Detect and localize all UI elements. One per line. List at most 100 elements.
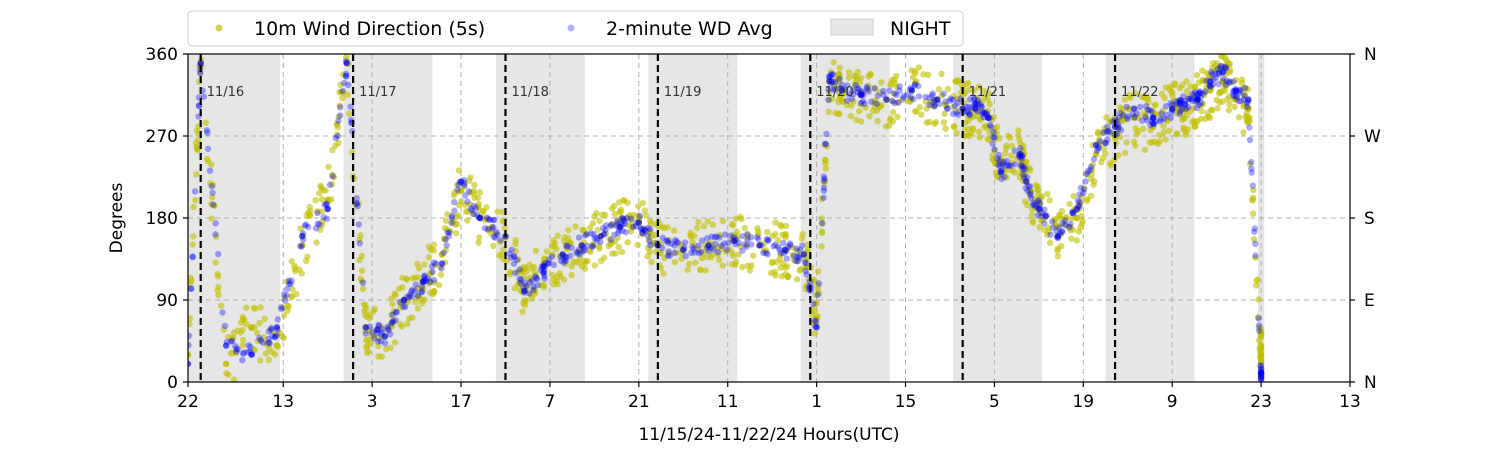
- data-point: [813, 324, 820, 331]
- scatter-point: [608, 221, 615, 228]
- scatter-point: [859, 92, 867, 99]
- scatter-point: [240, 349, 247, 357]
- scatter-point: [530, 286, 537, 293]
- scatter-point: [188, 277, 195, 284]
- scatter-point: [234, 346, 241, 353]
- scatter-point: [1241, 92, 1248, 99]
- scatter-point: [1017, 140, 1024, 147]
- scatter-point: [569, 258, 577, 265]
- data-point: [1149, 114, 1157, 121]
- scatter-point: [189, 253, 196, 261]
- data-point: [476, 214, 484, 222]
- scatter-point: [601, 231, 608, 238]
- scatter-point: [313, 239, 320, 246]
- scatter-point: [424, 275, 432, 282]
- x-tick-label: 22: [177, 392, 199, 412]
- legend-label-wind-direction: 10m Wind Direction (5s): [254, 18, 485, 40]
- scatter-point: [1102, 139, 1109, 147]
- scatter-point: [1132, 90, 1139, 97]
- scatter-point: [829, 70, 837, 78]
- scatter-point: [1061, 217, 1069, 224]
- scatter-point: [606, 235, 613, 242]
- scatter-point: [464, 208, 472, 215]
- scatter-point: [981, 109, 988, 117]
- scatter-point: [1048, 218, 1056, 225]
- scatter-point: [744, 231, 751, 239]
- scatter-point: [320, 214, 327, 221]
- scatter-point: [790, 256, 797, 264]
- scatter-point: [370, 331, 378, 339]
- scatter-point: [660, 270, 667, 277]
- scatter-point: [337, 88, 345, 96]
- y-axis-title: Degrees: [107, 182, 127, 253]
- scatter-point: [818, 220, 826, 227]
- scatter-point: [896, 87, 903, 94]
- scatter-point: [917, 111, 925, 118]
- scatter-point: [1235, 114, 1243, 121]
- scatter-point: [460, 177, 468, 184]
- scatter-point: [1211, 70, 1219, 78]
- scatter-point: [991, 134, 998, 141]
- scatter-point: [1243, 103, 1251, 111]
- scatter-point: [409, 275, 416, 282]
- scatter-point: [974, 94, 981, 102]
- scatter-point: [826, 77, 833, 85]
- scatter-point: [1106, 128, 1113, 136]
- scatter-point: [257, 304, 264, 311]
- scatter-point: [1104, 127, 1112, 135]
- scatter-point: [1065, 223, 1072, 231]
- scatter-point: [688, 249, 695, 257]
- scatter-point: [578, 263, 586, 270]
- scatter-point: [674, 239, 682, 246]
- scatter-point: [561, 256, 568, 263]
- scatter-point: [911, 81, 919, 88]
- scatter-point: [347, 103, 354, 110]
- scatter-point: [1126, 91, 1133, 99]
- scatter-point: [989, 134, 997, 141]
- scatter-point: [298, 243, 305, 250]
- scatter-point: [615, 243, 622, 251]
- scatter-point: [452, 230, 460, 237]
- scatter-point: [501, 225, 509, 232]
- scatter-point: [613, 218, 621, 225]
- scatter-point: [814, 291, 822, 299]
- scatter-point: [844, 82, 851, 89]
- scatter-point: [374, 326, 382, 334]
- scatter-point: [1058, 228, 1066, 235]
- scatter-point: [954, 111, 962, 118]
- scatter-point: [1125, 105, 1133, 113]
- scatter-point: [1009, 167, 1016, 174]
- scatter-point: [510, 252, 518, 260]
- scatter-point: [743, 241, 750, 249]
- scatter-point: [336, 102, 344, 109]
- scatter-point: [550, 237, 557, 244]
- scatter-point: [713, 233, 720, 240]
- scatter-point: [826, 77, 833, 85]
- scatter-point: [737, 243, 744, 250]
- scatter-point: [620, 217, 627, 224]
- scatter-point: [1249, 210, 1257, 217]
- scatter-point: [1121, 96, 1129, 103]
- scatter-point: [422, 277, 430, 284]
- scatter-point: [445, 232, 453, 240]
- scatter-point: [944, 105, 951, 112]
- scatter-point: [239, 342, 246, 349]
- scatter-point: [228, 337, 236, 345]
- scatter-point: [1212, 74, 1220, 82]
- scatter-point: [725, 239, 732, 246]
- data-point: [1245, 105, 1252, 112]
- scatter-point: [1201, 89, 1208, 96]
- scatter-point: [760, 247, 768, 254]
- scatter-point: [997, 167, 1005, 175]
- scatter-point: [794, 258, 802, 265]
- scatter-point: [303, 257, 310, 265]
- scatter-point: [375, 343, 382, 350]
- scatter-point: [576, 251, 584, 258]
- scatter-point: [517, 281, 524, 288]
- scatter-point: [297, 242, 304, 250]
- scatter-point: [1115, 123, 1122, 130]
- scatter-point: [1237, 97, 1245, 105]
- scatter-point: [468, 207, 476, 214]
- scatter-point: [1122, 115, 1130, 123]
- scatter-point: [1257, 368, 1265, 376]
